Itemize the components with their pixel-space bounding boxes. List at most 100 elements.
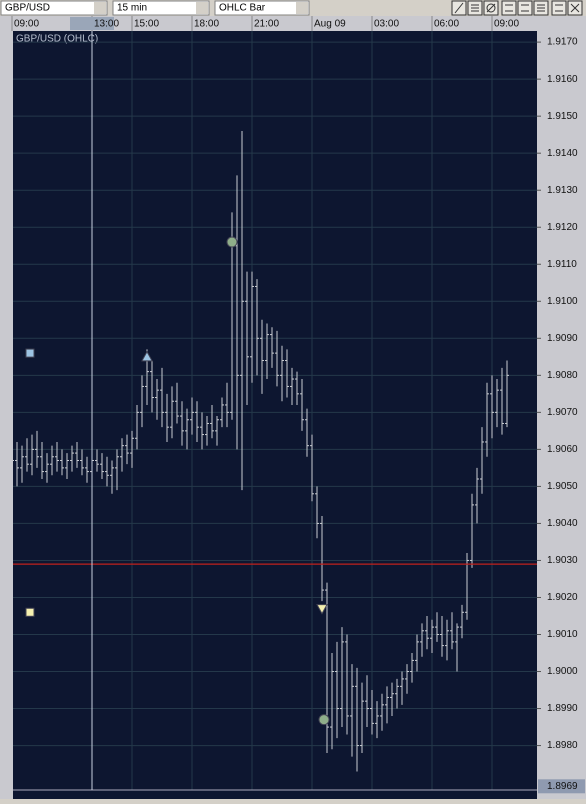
time-axis	[0, 16, 586, 31]
y-tick-label: 1.9140	[547, 148, 578, 159]
x-tick-label: 09:00	[14, 19, 39, 30]
ohlc-bar	[365, 675, 369, 728]
ohlc-bar	[470, 493, 474, 568]
y-tick-label: 1.9160	[547, 74, 578, 85]
ohlc-bar	[205, 416, 209, 446]
ohlc-bar	[450, 612, 454, 650]
ohlc-bar	[160, 367, 164, 428]
ohlc-bar	[130, 430, 134, 468]
y-tick-label: 1.9090	[547, 333, 578, 344]
y-tick-label: 1.9070	[547, 407, 578, 418]
ohlc-bar	[100, 453, 104, 479]
ohlc-bar	[40, 441, 44, 479]
ohlc-bar	[390, 682, 394, 716]
tool-icons	[451, 0, 583, 16]
cursor-price-label: 1.8969	[547, 781, 578, 792]
chart-title: GBP/USD (OHLC)	[16, 34, 98, 45]
y-tick-label: 1.8990	[547, 703, 578, 714]
ohlc-bar	[250, 271, 254, 383]
ohlc-bar	[480, 427, 484, 494]
ohlc-bar	[200, 412, 204, 450]
ohlc-bar	[280, 345, 284, 402]
ohlc-bar	[70, 445, 74, 472]
ohlc-bar	[485, 382, 489, 457]
ohlc-bar	[50, 445, 54, 476]
ohlc-bar	[350, 664, 354, 757]
y-tick-label: 1.9170	[547, 37, 578, 48]
symbol: GBP/USD	[5, 3, 50, 14]
dropdown-arrow[interactable]	[296, 2, 308, 14]
plot-area	[13, 31, 537, 799]
ohlc-bar	[255, 279, 259, 376]
ohlc-bar	[260, 319, 264, 394]
ohlc-bar	[185, 408, 189, 450]
ohlc-bar	[125, 434, 129, 465]
ohlc-bar	[300, 379, 304, 431]
ohlc-bar	[405, 664, 409, 694]
ohlc-bar	[380, 693, 384, 731]
y-tick-label: 1.8980	[547, 740, 578, 751]
ohlc-bar	[275, 330, 279, 387]
ohlc-bar	[245, 271, 249, 405]
ohlc-bar	[120, 438, 124, 472]
y-tick-label: 1.9060	[547, 444, 578, 455]
signal-circle	[318, 714, 330, 726]
ohlc-bar	[190, 397, 194, 435]
ohlc-bar	[215, 416, 219, 446]
dropdown-arrow[interactable]	[196, 2, 208, 14]
ohlc-bar	[55, 441, 59, 472]
x-tick-label: 18:00	[194, 19, 219, 30]
ohlc-bar	[140, 375, 144, 428]
ohlc-bar	[20, 445, 24, 483]
interval-dropdown[interactable]	[112, 0, 210, 16]
ohlc-bar	[45, 453, 49, 483]
ohlc-bar	[490, 375, 494, 439]
cursor-time-box	[70, 17, 114, 30]
symbol-dropdown[interactable]	[0, 0, 108, 16]
ohlc-bar	[420, 623, 424, 657]
signal-square	[25, 607, 35, 617]
ohlc-bar	[330, 653, 334, 750]
x-tick-label: 15:00	[134, 19, 159, 30]
x-tick-label: 21:00	[254, 19, 279, 30]
price-axis	[537, 31, 586, 799]
ohlc-bar	[440, 615, 444, 657]
dropdown-arrow[interactable]	[94, 2, 106, 14]
ohlc-bar	[210, 404, 214, 439]
settings-tool[interactable]	[551, 0, 567, 16]
ohlc-bar	[495, 379, 499, 428]
y-tick-label: 1.9130	[547, 185, 578, 196]
ohlc-bar	[270, 327, 274, 368]
ohlc-bar	[65, 453, 69, 479]
ohlc-bar	[415, 634, 419, 672]
ohlc-bar	[410, 653, 414, 683]
ohlc-bar	[195, 401, 199, 442]
grid-tool[interactable]	[501, 0, 517, 16]
ohlc-bar	[475, 467, 479, 524]
ohlc-bar	[225, 382, 229, 428]
ohlc-bar	[155, 379, 159, 420]
signal-circle	[226, 236, 238, 248]
layout-tool[interactable]	[517, 0, 533, 16]
ohlc-bar	[325, 582, 329, 753]
style-dropdown[interactable]	[214, 0, 310, 16]
ohlc-bar	[95, 449, 99, 472]
y-tick-label: 1.9120	[547, 222, 578, 233]
ohlc-bar	[305, 408, 309, 457]
ohlc-bar	[505, 360, 509, 428]
ohlc-bar	[310, 434, 314, 502]
signal-square	[25, 348, 35, 358]
ohlc-bar	[290, 367, 294, 405]
ohlc-bar	[135, 404, 139, 450]
ohlc-bar	[500, 367, 504, 435]
ohlc-bar	[355, 667, 359, 772]
ohlc-bar	[400, 671, 404, 705]
y-tick-label: 1.9000	[547, 666, 578, 677]
ohlc-bar	[360, 682, 364, 753]
style: OHLC Bar	[219, 3, 266, 14]
y-tick-label: 1.9080	[547, 370, 578, 381]
ohlc-bar	[340, 627, 344, 728]
ohlc-bar	[370, 690, 374, 735]
ohlc-bar	[75, 441, 79, 468]
